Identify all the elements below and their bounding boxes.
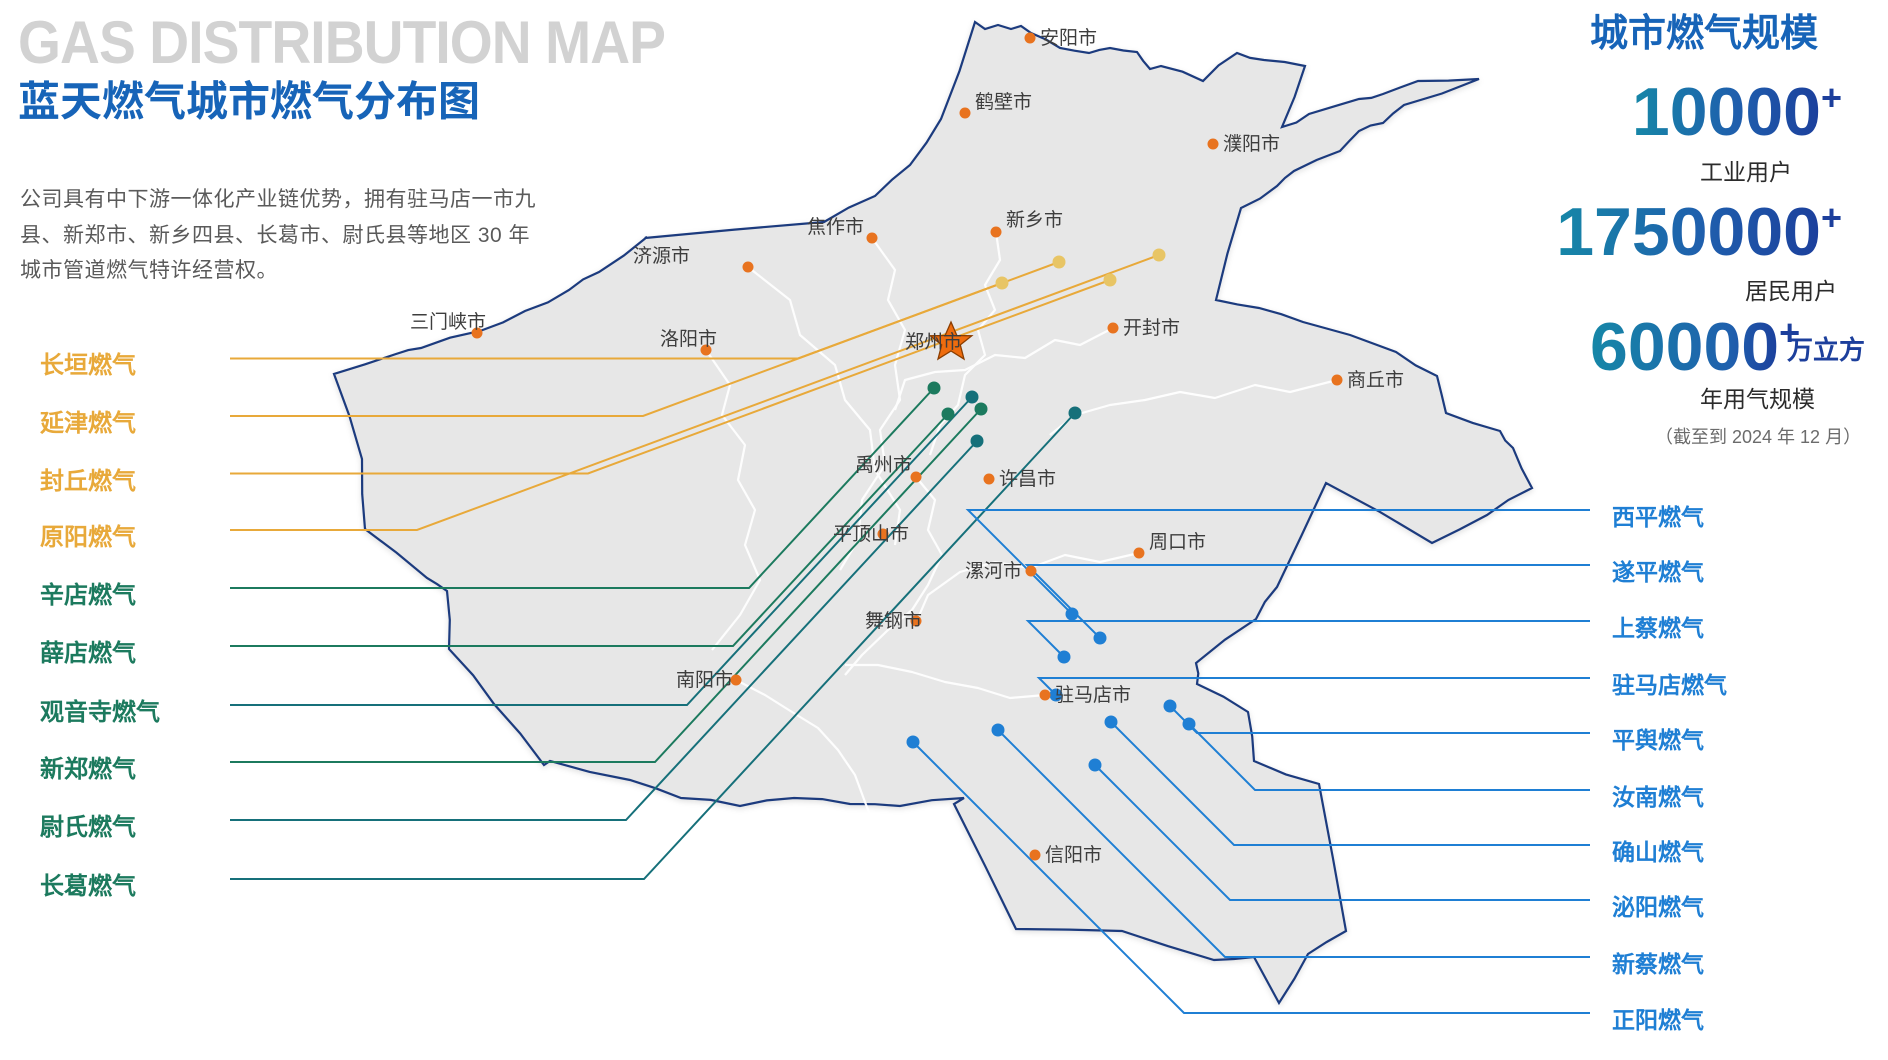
svg-text:许昌市: 许昌市 <box>999 468 1056 490</box>
svg-text:焦作市: 焦作市 <box>807 216 864 238</box>
svg-text:鹤壁市: 鹤壁市 <box>975 91 1032 113</box>
svg-text:舞钢市: 舞钢市 <box>865 610 922 632</box>
svg-text:平顶山市: 平顶山市 <box>833 523 909 545</box>
svg-text:三门峡市: 三门峡市 <box>410 311 486 333</box>
svg-text:周口市: 周口市 <box>1149 531 1206 553</box>
svg-text:洛阳市: 洛阳市 <box>660 328 717 350</box>
svg-text:信阳市: 信阳市 <box>1045 844 1102 866</box>
svg-text:禹州市: 禹州市 <box>855 454 912 476</box>
svg-text:安阳市: 安阳市 <box>1040 27 1097 49</box>
svg-text:驻马店市: 驻马店市 <box>1055 684 1131 706</box>
svg-text:南阳市: 南阳市 <box>676 669 733 691</box>
svg-text:濮阳市: 濮阳市 <box>1223 133 1280 155</box>
svg-text:开封市: 开封市 <box>1123 317 1180 339</box>
svg-text:商丘市: 商丘市 <box>1347 369 1404 391</box>
svg-text:漯河市: 漯河市 <box>965 560 1022 582</box>
svg-text:郑州市: 郑州市 <box>905 331 962 353</box>
svg-text:济源市: 济源市 <box>633 245 690 267</box>
svg-text:新乡市: 新乡市 <box>1006 209 1063 231</box>
